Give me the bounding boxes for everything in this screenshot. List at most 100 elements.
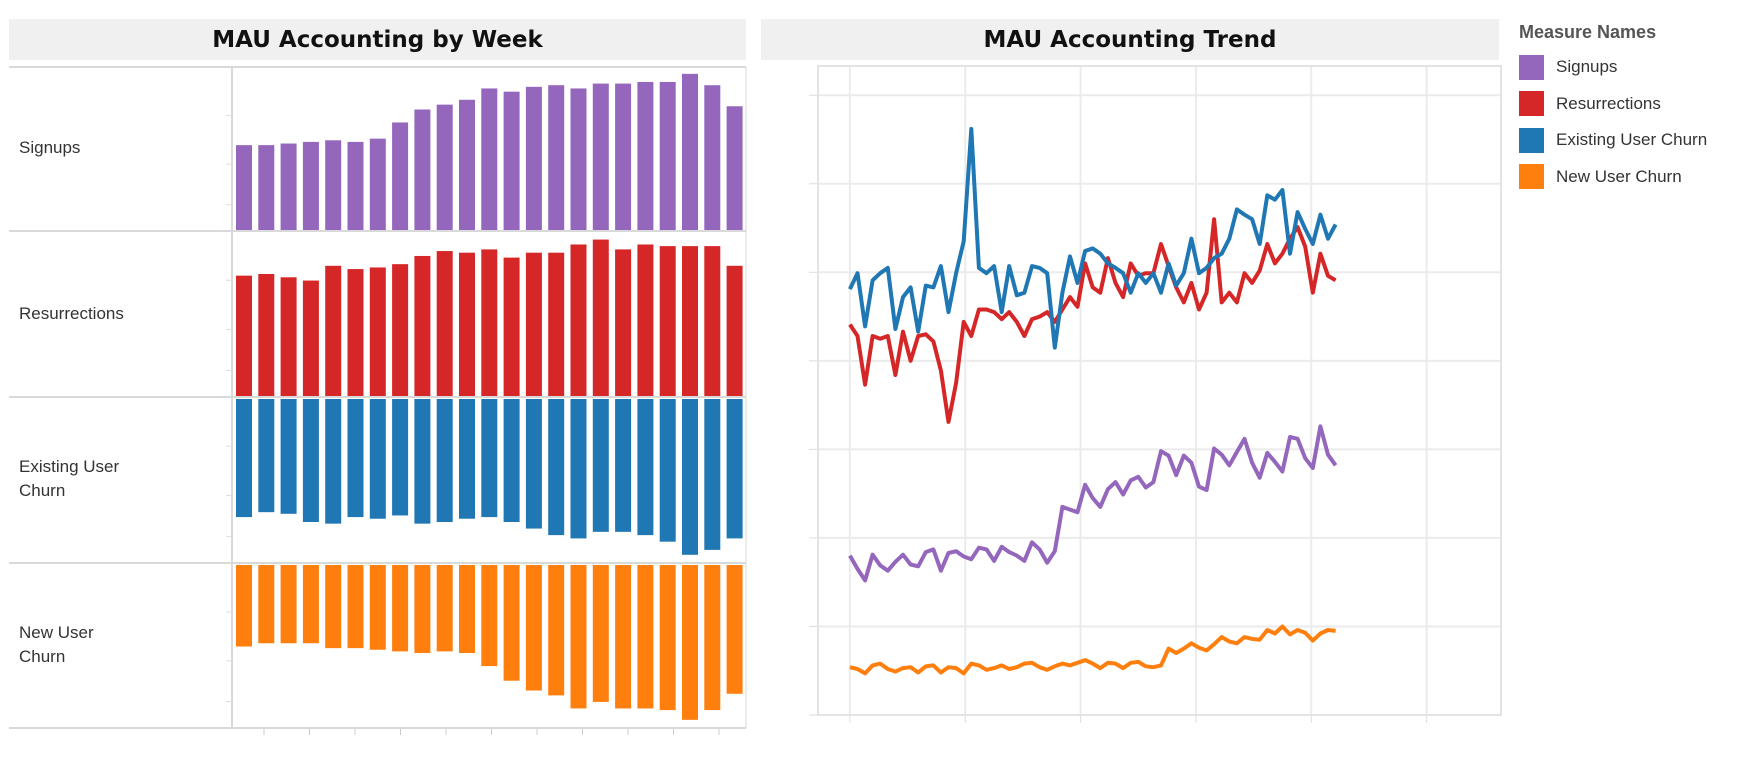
bar-signups bbox=[436, 104, 453, 231]
left-chart-title: MAU Accounting by Week bbox=[9, 19, 746, 60]
legend-swatch bbox=[1519, 127, 1544, 153]
bar-new-user-churn bbox=[325, 565, 342, 649]
legend-label: New User Churn bbox=[1556, 166, 1682, 186]
bar-new-user-churn bbox=[525, 565, 542, 691]
bar-resurrections bbox=[280, 277, 297, 397]
bar-existing-user-churn bbox=[659, 399, 676, 542]
bar-new-user-churn bbox=[347, 565, 364, 649]
bar-signups bbox=[258, 145, 275, 231]
bar-new-user-churn bbox=[369, 565, 386, 650]
bar-existing-user-churn bbox=[369, 399, 386, 519]
row-label-existing-user-churn: Existing User Churn bbox=[19, 455, 119, 503]
bar-existing-user-churn bbox=[280, 399, 297, 514]
bar-resurrections bbox=[615, 249, 632, 397]
bar-existing-user-churn bbox=[726, 399, 743, 539]
row-label-new-user-churn: New User Churn bbox=[19, 621, 94, 669]
bar-existing-user-churn bbox=[392, 399, 409, 516]
bar-new-user-churn bbox=[615, 565, 632, 709]
bar-resurrections bbox=[637, 244, 654, 397]
bar-new-user-churn bbox=[503, 565, 520, 681]
bar-existing-user-churn bbox=[414, 399, 431, 524]
bar-signups bbox=[236, 145, 252, 231]
bar-signups bbox=[414, 109, 431, 231]
bar-existing-user-churn bbox=[637, 399, 654, 536]
bar-new-user-churn bbox=[682, 565, 698, 720]
bar-signups bbox=[280, 143, 297, 231]
legend-title: Measure Names bbox=[1519, 22, 1657, 42]
row-label-line: New User bbox=[19, 623, 94, 642]
row-label-line: Churn bbox=[19, 647, 66, 666]
row-label-signups: Signups bbox=[19, 138, 81, 157]
bar-new-user-churn bbox=[414, 565, 431, 654]
bar-new-user-churn bbox=[436, 565, 453, 652]
bar-signups bbox=[592, 83, 609, 231]
bar-existing-user-churn bbox=[548, 399, 565, 536]
bar-resurrections bbox=[258, 274, 275, 397]
bar-new-user-churn bbox=[548, 565, 565, 696]
bar-existing-user-churn bbox=[682, 399, 698, 555]
bar-resurrections bbox=[436, 251, 453, 397]
bar-resurrections bbox=[592, 239, 609, 397]
legend-swatch bbox=[1519, 54, 1544, 80]
legend-swatch bbox=[1519, 164, 1544, 190]
bar-signups bbox=[459, 99, 475, 231]
bar-new-user-churn bbox=[459, 565, 475, 654]
bar-signups bbox=[347, 141, 364, 231]
bar-signups bbox=[682, 73, 698, 231]
legend-item[interactable]: New User Churn bbox=[1519, 159, 1707, 196]
bar-resurrections bbox=[525, 252, 542, 397]
bar-signups bbox=[369, 138, 386, 231]
bar-resurrections bbox=[414, 255, 431, 397]
bar-resurrections bbox=[726, 265, 743, 397]
bar-new-user-churn bbox=[280, 565, 297, 644]
line-new-user-churn bbox=[849, 624, 1336, 676]
bar-new-user-churn bbox=[302, 565, 319, 644]
bar-existing-user-churn bbox=[481, 399, 498, 518]
bar-existing-user-churn bbox=[302, 399, 319, 522]
bar-signups bbox=[525, 86, 542, 231]
legend-item[interactable]: Existing User Churn bbox=[1519, 122, 1707, 159]
bar-new-user-churn bbox=[704, 565, 721, 711]
bar-signups bbox=[481, 88, 498, 231]
line-signups bbox=[848, 424, 1338, 583]
bar-new-user-churn bbox=[726, 565, 743, 694]
legend: Measure Names Signups Resurrections Existi… bbox=[1519, 22, 1707, 195]
line-existing-user-churn bbox=[848, 126, 1338, 350]
bar-new-user-churn bbox=[570, 565, 587, 709]
bar-resurrections bbox=[392, 264, 409, 397]
bar-existing-user-churn bbox=[592, 399, 609, 532]
legend-label: Resurrections bbox=[1556, 93, 1661, 113]
bar-resurrections bbox=[548, 252, 565, 397]
right-chart-title: MAU Accounting Trend bbox=[761, 19, 1499, 60]
legend-item[interactable]: Resurrections bbox=[1519, 86, 1707, 123]
bar-signups bbox=[548, 85, 565, 231]
bar-resurrections bbox=[503, 257, 520, 397]
bar-existing-user-churn bbox=[615, 399, 632, 532]
bar-existing-user-churn bbox=[436, 399, 453, 522]
legend-label: Existing User Churn bbox=[1556, 130, 1708, 150]
bar-existing-user-churn bbox=[347, 399, 364, 518]
bar-resurrections bbox=[570, 244, 587, 397]
bar-resurrections bbox=[236, 275, 252, 397]
bar-existing-user-churn bbox=[503, 399, 520, 522]
bar-signups bbox=[570, 88, 587, 231]
bar-existing-user-churn bbox=[459, 399, 475, 519]
bar-resurrections bbox=[325, 265, 342, 397]
row-label-line: Existing User bbox=[19, 457, 120, 476]
bar-existing-user-churn bbox=[704, 399, 721, 550]
bar-resurrections bbox=[704, 246, 721, 397]
bar-signups bbox=[704, 85, 721, 231]
bar-signups bbox=[615, 83, 632, 231]
bar-existing-user-churn bbox=[525, 399, 542, 529]
bar-existing-user-churn bbox=[570, 399, 587, 539]
legend-swatch bbox=[1519, 91, 1544, 117]
bar-resurrections bbox=[369, 267, 386, 397]
bar-resurrections bbox=[347, 269, 364, 397]
bar-signups bbox=[392, 122, 409, 231]
line-resurrections bbox=[848, 217, 1337, 424]
bar-resurrections bbox=[459, 252, 475, 397]
legend-item[interactable]: Signups bbox=[1519, 49, 1707, 86]
bar-new-user-churn bbox=[236, 565, 252, 647]
bar-signups bbox=[503, 91, 520, 232]
bar-new-user-churn bbox=[659, 565, 676, 711]
